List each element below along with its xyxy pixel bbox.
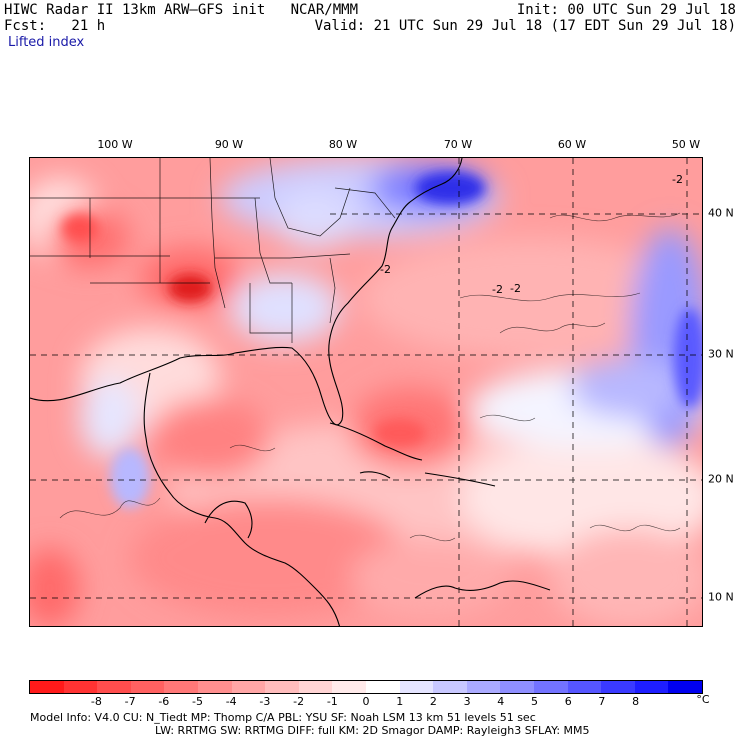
colorbar-tick-label: -6 — [158, 695, 170, 708]
colorbar-tick-label: 0 — [362, 695, 370, 708]
contour-label: -2 — [492, 283, 503, 296]
colorbar-segment — [601, 681, 635, 693]
grid-lines — [30, 158, 702, 626]
colorbar-tick-label: 5 — [531, 695, 538, 708]
colorbar-segment — [97, 681, 131, 693]
lat-label-40n: 40 N — [708, 206, 734, 220]
colorbar-segment — [130, 681, 165, 693]
colorbar-tick-label: 3 — [463, 695, 471, 708]
colorbar-tick-label: 4 — [497, 695, 505, 708]
colorbar-tick-label: 7 — [598, 695, 606, 708]
colorbar-tick-label: 2 — [429, 695, 437, 708]
colorbar-segment — [668, 681, 702, 693]
colorbar-segment — [231, 681, 266, 693]
colorbar-tick-label: 1 — [396, 695, 404, 708]
colorbar-unit: °C — [696, 693, 710, 706]
colorbar-tick-label: -3 — [259, 695, 271, 708]
colorbar-tick-label: -4 — [225, 695, 237, 708]
colorbar-segment — [399, 681, 434, 693]
lon-label-80w: 80 W — [328, 138, 358, 151]
colorbar-segment — [63, 681, 98, 693]
colorbar-tick-label: -2 — [293, 695, 305, 708]
model-info-line1: Model Info: V4.0 CU: N_Tiedt MP: Thomp C… — [30, 711, 536, 724]
colorbar-segment — [634, 681, 669, 693]
colorbar-segment — [298, 681, 333, 693]
colorbar-segment — [500, 681, 534, 693]
colorbar-segment — [567, 681, 602, 693]
title-left: HIWC Radar II 13km ARW–GFS init NCAR/MMM — [4, 2, 359, 18]
coastlines — [30, 158, 551, 626]
colorbar-segment — [265, 681, 299, 693]
colorbar-segment — [466, 681, 501, 693]
colorbar-segment — [433, 681, 467, 693]
map-canvas: -2 -2 -2 -2 — [30, 158, 702, 626]
model-info-line2: LW: RRTMG SW: RRTMG DIFF: full KM: 2D Sm… — [155, 724, 590, 737]
colorbar-tick-label: 6 — [564, 695, 572, 708]
lon-label-70w: 70 W — [443, 138, 473, 151]
lon-label-50w: 50 W — [671, 138, 701, 151]
colorbar-segment — [164, 681, 198, 693]
lifted-index-map: -2 -2 -2 -2 — [29, 157, 703, 627]
lon-label-100w: 100 W — [97, 138, 133, 151]
colorbar-tick-label: -7 — [124, 695, 136, 708]
state-borders — [30, 158, 396, 343]
valid-time: Valid: 21 UTC Sun 29 Jul 18 (17 EDT Sun … — [314, 18, 736, 34]
lat-label-30n: 30 N — [708, 347, 734, 361]
variable-name: Lifted index — [8, 35, 85, 50]
contour-label: -2 — [672, 173, 683, 186]
colorbar-segment — [30, 681, 64, 693]
colorbar-tick-label: 8 — [632, 695, 640, 708]
init-time: Init: 00 UTC Sun 29 Jul 18 — [516, 2, 736, 18]
lat-label-20n: 20 N — [708, 472, 734, 486]
lon-label-60w: 60 W — [557, 138, 587, 151]
forecast-hour: Fcst: 21 h — [4, 18, 106, 34]
colorbar-segment — [197, 681, 232, 693]
contour-label: -2 — [380, 263, 391, 276]
colorbar-segment — [533, 681, 568, 693]
lon-label-90w: 90 W — [214, 138, 244, 151]
contour-label: -2 — [510, 282, 521, 295]
colorbar-tick-label: -1 — [326, 695, 338, 708]
colorbar-segment — [365, 681, 400, 693]
colorbar-segment — [332, 681, 366, 693]
colorbar — [29, 680, 703, 694]
lat-label-10n: 10 N — [708, 590, 734, 604]
colorbar-tick-label: -5 — [192, 695, 203, 708]
contours — [59, 212, 681, 542]
colorbar-tick-label: -8 — [90, 695, 102, 708]
